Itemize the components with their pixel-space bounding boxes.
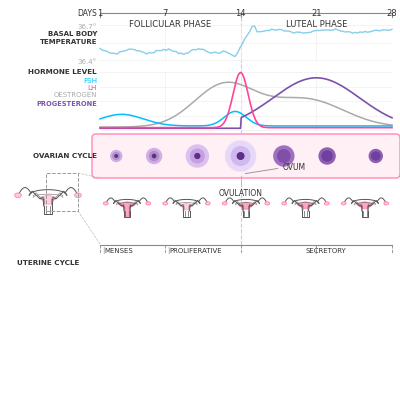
Polygon shape [118,202,136,216]
Text: 7: 7 [162,9,168,18]
Text: FSH: FSH [83,78,97,84]
Circle shape [190,149,204,163]
Text: 21: 21 [311,9,322,18]
Circle shape [274,146,294,166]
Circle shape [150,151,159,161]
Ellipse shape [206,202,210,205]
Ellipse shape [75,193,81,198]
Text: DAYS: DAYS [77,9,97,18]
Text: |: | [314,247,317,254]
Text: PROLIFERATIVE: PROLIFERATIVE [169,248,222,254]
Text: 28: 28 [387,9,397,18]
Text: BASAL BODY
TEMPERATURE: BASAL BODY TEMPERATURE [40,32,97,46]
Ellipse shape [341,202,346,205]
Ellipse shape [222,202,227,205]
Circle shape [278,150,290,162]
Text: MENSES: MENSES [104,248,133,254]
Circle shape [195,154,200,158]
Text: PROGESTERONE: PROGESTERONE [36,101,97,107]
Ellipse shape [104,202,108,205]
Text: OESTROGEN: OESTROGEN [54,92,97,98]
Polygon shape [181,203,192,210]
Text: |: | [102,247,104,254]
Bar [46,173,78,211]
Circle shape [231,147,250,165]
Ellipse shape [146,202,151,205]
Circle shape [369,150,382,162]
Circle shape [113,152,120,160]
Circle shape [319,148,335,164]
Circle shape [322,151,332,161]
Text: SECRETORY: SECRETORY [306,248,346,254]
Ellipse shape [265,202,270,205]
Circle shape [146,148,162,164]
Text: OVULATION: OVULATION [218,189,262,198]
Text: OVARIAN CYCLE: OVARIAN CYCLE [33,153,97,159]
Polygon shape [297,202,314,208]
Circle shape [152,154,156,158]
Text: HORMONE LEVEL: HORMONE LEVEL [28,69,97,75]
Text: 36.4°: 36.4° [78,59,97,65]
Ellipse shape [282,202,286,205]
Circle shape [226,141,256,171]
Text: UTERINE CYCLE: UTERINE CYCLE [17,260,79,266]
Polygon shape [356,202,373,208]
Circle shape [372,152,380,160]
Text: LUTEAL PHASE: LUTEAL PHASE [286,20,347,29]
Text: 36.7°: 36.7° [78,24,97,30]
Text: LH: LH [88,85,97,91]
Text: FOLLICULAR PHASE: FOLLICULAR PHASE [129,20,211,29]
Ellipse shape [15,193,21,198]
Circle shape [186,145,208,167]
FancyBboxPatch shape [92,134,400,178]
Text: 14: 14 [235,9,246,18]
Ellipse shape [384,202,388,205]
Circle shape [237,153,244,159]
Text: OVUM: OVUM [282,164,306,172]
Text: |: | [167,247,169,254]
Circle shape [115,155,118,157]
Text: 1: 1 [97,9,103,18]
Ellipse shape [163,202,168,205]
Polygon shape [40,195,56,204]
Polygon shape [238,202,254,209]
Circle shape [111,150,122,162]
Ellipse shape [324,202,329,205]
